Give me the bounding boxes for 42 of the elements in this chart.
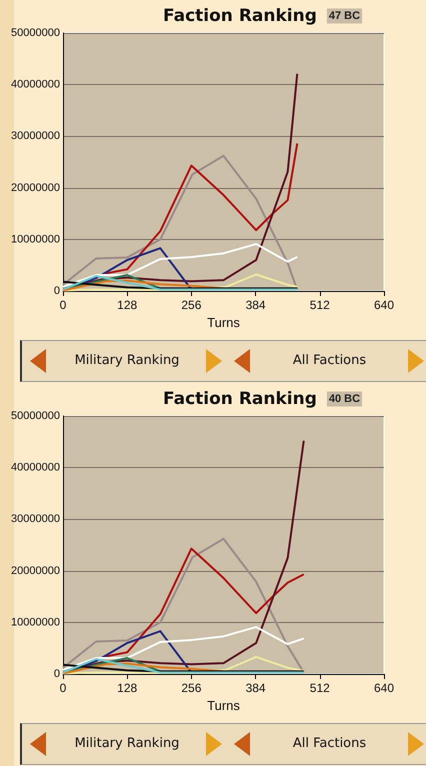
x-axis-title: Turns <box>207 698 240 713</box>
x-tick-label: 512 <box>310 298 330 312</box>
y-tick-label: 50000000 <box>11 27 60 39</box>
x-tick-label: 128 <box>117 298 138 312</box>
x-tick-label: 256 <box>181 298 202 312</box>
line-series <box>62 72 298 290</box>
x-tick-label: 512 <box>310 681 330 695</box>
y-tick-label: 20000000 <box>11 564 60 577</box>
line-series <box>62 630 194 674</box>
x-tick-label: 384 <box>246 681 266 695</box>
y-tick-label: 40000000 <box>11 78 60 91</box>
text: All Factions <box>292 353 368 368</box>
line-series <box>62 440 305 672</box>
text: Military Ranking <box>74 736 180 751</box>
x-tick-label: 256 <box>181 681 202 695</box>
x-tick-label: 128 <box>117 681 138 695</box>
line-series <box>62 280 298 290</box>
x-tick-label: 640 <box>374 298 394 312</box>
chart-title: Faction Ranking <box>163 6 317 26</box>
y-tick-label: 20000000 <box>11 182 60 194</box>
text: All Factions <box>292 736 368 751</box>
y-tick-label: 0 <box>54 285 60 297</box>
line-series <box>62 538 305 674</box>
line-series <box>62 280 224 292</box>
x-axis-title: Turns <box>207 314 240 330</box>
y-tick-label: 40000000 <box>11 462 60 474</box>
line-series <box>62 154 298 291</box>
line-series <box>62 662 224 674</box>
text: Military Ranking <box>74 353 180 368</box>
x-tick-label: 640 <box>374 681 394 695</box>
y-tick-label: 30000000 <box>11 513 60 526</box>
chart-subtitle: 40 BC <box>328 393 360 405</box>
y-tick-label: 0 <box>54 668 60 680</box>
chart-subtitle: 47 BC <box>328 10 360 22</box>
y-tick-label: 10000000 <box>11 616 60 628</box>
chart-title: Faction Ranking <box>163 389 317 409</box>
y-tick-label: 50000000 <box>11 410 60 422</box>
line-series <box>62 247 194 291</box>
x-tick-label: 384 <box>246 298 266 312</box>
y-tick-label: 30000000 <box>11 130 60 142</box>
y-tick-label: 10000000 <box>11 233 60 246</box>
line-series <box>62 664 305 672</box>
